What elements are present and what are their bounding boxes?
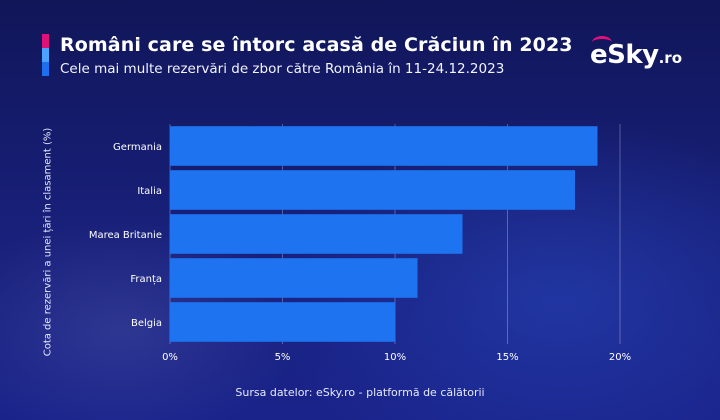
category-label: Germania — [113, 142, 162, 153]
page-title: Români care se întorc acasă de Crăciun î… — [60, 34, 573, 56]
accent-bar-pink — [42, 34, 49, 48]
logo-tld-text: .ro — [658, 49, 683, 67]
chart-bars — [170, 126, 598, 342]
x-tick-labels: 0% 5% 10% 15% 20% — [162, 352, 631, 363]
source-note: Sursa datelor: eSky.ro - platformă de că… — [235, 386, 485, 399]
category-labels: Germania Italia Marea Britanie Franța Belgia — [89, 142, 162, 329]
bar-italia — [170, 170, 575, 210]
category-label: Marea Britanie — [89, 230, 162, 241]
x-tick-label: 15% — [496, 352, 518, 363]
logo-arc-icon — [592, 36, 612, 49]
page-subtitle: Cele mai multe rezervări de zbor către R… — [60, 61, 505, 77]
category-label: Italia — [137, 186, 162, 197]
x-tick-label: 0% — [162, 352, 178, 363]
x-tick-label: 5% — [275, 352, 291, 363]
x-tick-label: 20% — [609, 352, 631, 363]
bar-germania — [170, 126, 598, 166]
x-tick-label: 10% — [384, 352, 406, 363]
esky-logo: eSky.ro — [590, 36, 683, 74]
category-label: Franța — [130, 274, 162, 285]
bar-franța — [170, 258, 418, 298]
accent-bar-blue — [42, 62, 49, 76]
category-label: Belgia — [131, 318, 162, 329]
bar-belgia — [170, 302, 395, 342]
accent-bar-light-blue — [42, 48, 49, 62]
bar-marea-britanie — [170, 214, 463, 254]
